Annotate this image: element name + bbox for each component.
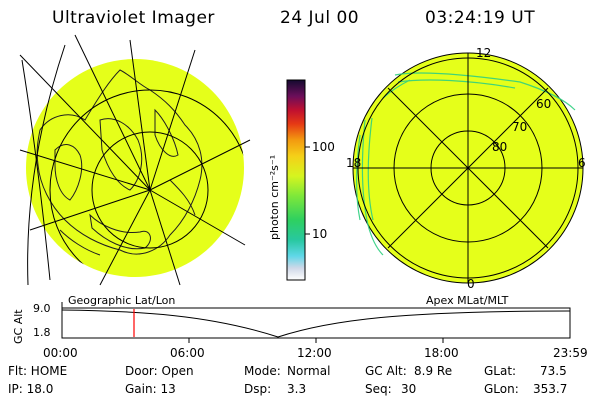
time-tick-1800: 18:00 <box>424 346 459 360</box>
time-tick-1200: 12:00 <box>297 346 332 360</box>
status-glat-value: 73.5 <box>540 364 567 378</box>
status-seq-label: Seq: <box>365 382 392 396</box>
instrument-title: Ultraviolet Imager <box>52 8 215 28</box>
altitude-ytick-1.8: 1.8 <box>33 326 51 339</box>
lat-circle-1 <box>91 131 209 249</box>
mlt-label-18: 18 <box>346 156 362 170</box>
time-tick-2359: 23:59 <box>553 346 588 360</box>
magnetic-polar-plot <box>352 52 584 284</box>
time-tick-0600: 06:00 <box>170 346 205 360</box>
time-tick-0000: 00:00 <box>43 346 78 360</box>
status-glon-value: 353.7 <box>533 382 568 396</box>
mlat-label-70: 70 <box>512 120 528 134</box>
status-gain: Gain: 13 <box>125 382 176 396</box>
colorbar-tick-10: 10 <box>312 227 328 241</box>
status-seq-value: 30 <box>401 382 417 396</box>
altitude-plot <box>61 302 571 343</box>
lat-circle-2 <box>49 89 244 277</box>
colorbar <box>286 79 310 281</box>
mlt-label-6: 6 <box>578 156 586 170</box>
geographic-map <box>19 34 251 286</box>
left-map-caption: Geographic Lat/Lon <box>68 294 176 307</box>
time-label: 03:24:19 UT <box>425 8 536 28</box>
status-dsp-label: Dsp: <box>244 382 272 396</box>
mlt-label-12: 12 <box>476 46 492 60</box>
mlat-label-80: 80 <box>492 140 508 154</box>
date-label: 24 Jul 00 <box>280 8 360 28</box>
status-glat-label: GLat: <box>484 364 517 378</box>
status-gcalt-label: GC Alt: <box>365 364 407 378</box>
status-mode-value: Normal <box>287 364 331 378</box>
status-door: Door: Open <box>125 364 194 378</box>
status-gcalt-value: 8.9 Re <box>414 364 453 378</box>
right-map-caption: Apex MLat/MLT <box>426 294 509 307</box>
altitude-curve <box>61 309 571 338</box>
status-ip: IP: 18.0 <box>8 382 54 396</box>
altitude-ytick-9: 9.0 <box>33 302 51 315</box>
status-dsp-value: 3.3 <box>287 382 307 396</box>
mlat-label-60: 60 <box>536 97 552 111</box>
colorbar-tick-100: 100 <box>312 140 335 154</box>
status-mode-label: Mode: <box>244 364 281 378</box>
altitude-ylabel: GC Alt <box>12 309 25 344</box>
colorbar-unit-label: photon cm⁻²s⁻¹ <box>268 154 281 240</box>
left-image-disk <box>26 59 244 277</box>
status-flt: Flt: HOME <box>8 364 68 378</box>
status-glon-label: GLon: <box>484 382 519 396</box>
colorbar-scale <box>286 79 306 281</box>
mlt-label-0: 0 <box>467 277 475 291</box>
